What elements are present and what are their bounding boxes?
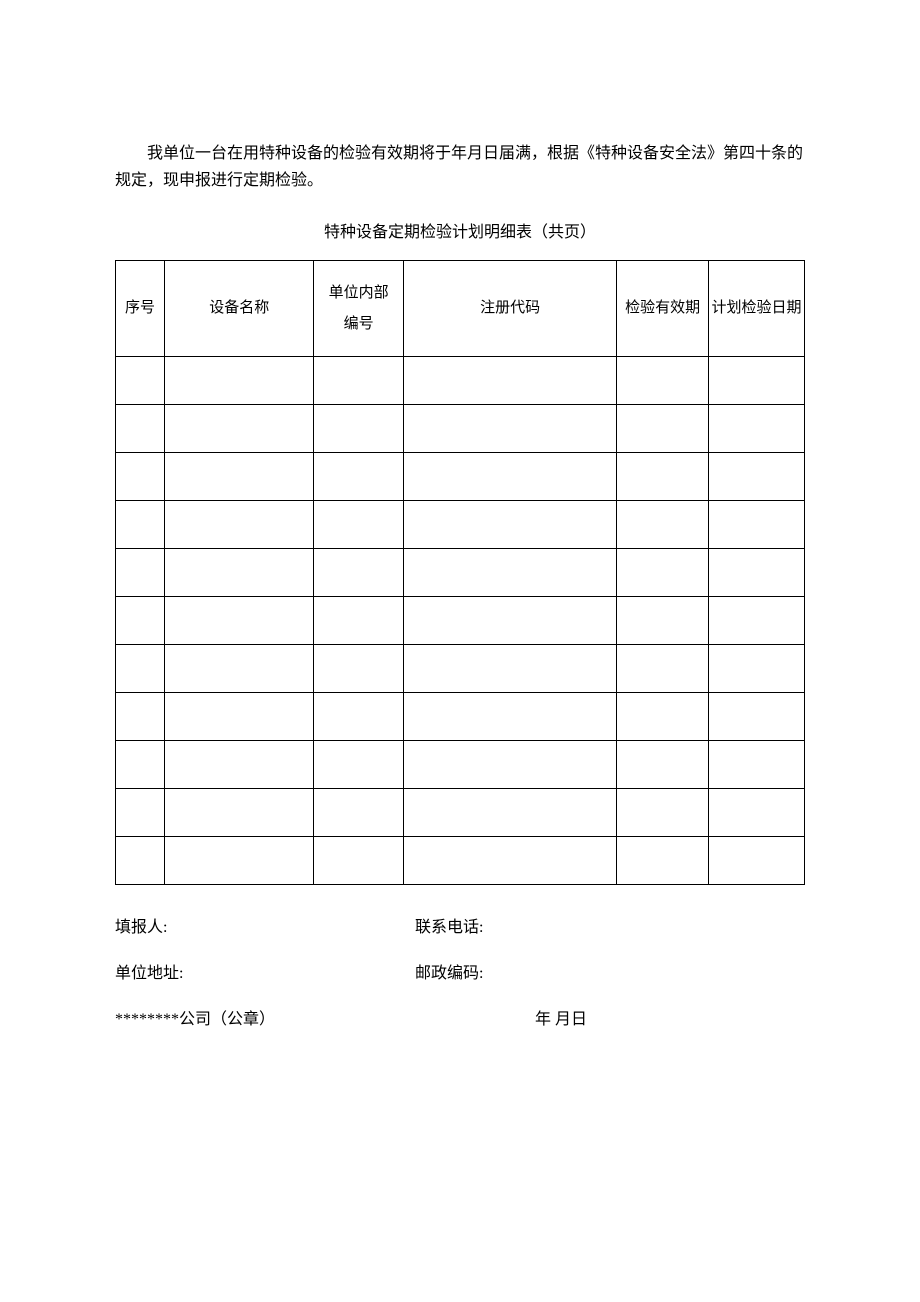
reporter-label: 填报人:: [115, 913, 415, 937]
postcode-label: 邮政编码:: [415, 959, 805, 983]
cell-plan: [708, 837, 804, 885]
cell-reg: [403, 789, 616, 837]
date-label: 年 月日: [515, 1005, 805, 1029]
col-header-unitno-line2: 编号: [316, 314, 401, 335]
cell-valid: [617, 645, 709, 693]
cell-name: [165, 357, 314, 405]
cell-unitno: [314, 501, 404, 549]
cell-unitno: [314, 789, 404, 837]
cell-plan: [708, 741, 804, 789]
cell-reg: [403, 837, 616, 885]
cell-valid: [617, 597, 709, 645]
table-row: [116, 693, 805, 741]
table-row: [116, 453, 805, 501]
cell-unitno: [314, 645, 404, 693]
footer-row-2: 单位地址: 邮政编码:: [115, 959, 805, 983]
cell-valid: [617, 837, 709, 885]
cell-unitno: [314, 357, 404, 405]
cell-plan: [708, 789, 804, 837]
cell-valid: [617, 357, 709, 405]
cell-valid: [617, 501, 709, 549]
cell-reg: [403, 357, 616, 405]
table-header-row: 序号 设备名称 单位内部 编号 注册代码 检验有效期 计划检验日期: [116, 261, 805, 357]
cell-reg: [403, 741, 616, 789]
cell-plan: [708, 693, 804, 741]
col-header-name: 设备名称: [165, 261, 314, 357]
col-header-seq: 序号: [116, 261, 165, 357]
table-row: [116, 837, 805, 885]
inspection-plan-table: 序号 设备名称 单位内部 编号 注册代码 检验有效期 计划检验日期: [115, 260, 805, 885]
table-row: [116, 357, 805, 405]
cell-unitno: [314, 549, 404, 597]
cell-plan: [708, 645, 804, 693]
cell-name: [165, 789, 314, 837]
company-stamp-label: ********公司（公章）: [115, 1005, 515, 1029]
table-row: [116, 405, 805, 453]
cell-seq: [116, 597, 165, 645]
cell-plan: [708, 501, 804, 549]
table-row: [116, 597, 805, 645]
cell-seq: [116, 645, 165, 693]
cell-seq: [116, 405, 165, 453]
cell-name: [165, 453, 314, 501]
cell-plan: [708, 549, 804, 597]
cell-seq: [116, 357, 165, 405]
cell-seq: [116, 549, 165, 597]
cell-name: [165, 405, 314, 453]
cell-reg: [403, 693, 616, 741]
cell-name: [165, 837, 314, 885]
cell-reg: [403, 453, 616, 501]
table-row: [116, 501, 805, 549]
table-row: [116, 549, 805, 597]
cell-plan: [708, 597, 804, 645]
cell-unitno: [314, 837, 404, 885]
address-label: 单位地址:: [115, 959, 415, 983]
cell-plan: [708, 453, 804, 501]
cell-reg: [403, 549, 616, 597]
cell-name: [165, 741, 314, 789]
cell-valid: [617, 789, 709, 837]
cell-reg: [403, 501, 616, 549]
table-row: [116, 789, 805, 837]
cell-seq: [116, 789, 165, 837]
cell-valid: [617, 741, 709, 789]
footer-row-1: 填报人: 联系电话:: [115, 913, 805, 937]
phone-label: 联系电话:: [415, 913, 805, 937]
col-header-unitno-line1: 单位内部: [316, 283, 401, 304]
cell-reg: [403, 597, 616, 645]
cell-seq: [116, 453, 165, 501]
cell-name: [165, 597, 314, 645]
table-row: [116, 741, 805, 789]
cell-reg: [403, 645, 616, 693]
cell-plan: [708, 357, 804, 405]
table-row: [116, 645, 805, 693]
cell-valid: [617, 549, 709, 597]
col-header-unitno: 单位内部 编号: [314, 261, 404, 357]
col-header-valid: 检验有效期: [617, 261, 709, 357]
cell-name: [165, 549, 314, 597]
cell-seq: [116, 693, 165, 741]
cell-valid: [617, 693, 709, 741]
cell-unitno: [314, 405, 404, 453]
cell-name: [165, 693, 314, 741]
col-header-reg: 注册代码: [403, 261, 616, 357]
cell-unitno: [314, 693, 404, 741]
cell-plan: [708, 405, 804, 453]
table-title: 特种设备定期检验计划明细表（共页）: [115, 218, 805, 242]
cell-valid: [617, 453, 709, 501]
cell-seq: [116, 741, 165, 789]
intro-paragraph: 我单位一台在用特种设备的检验有效期将于年月日届满，根据《特种设备安全法》第四十条…: [115, 140, 805, 194]
cell-reg: [403, 405, 616, 453]
cell-seq: [116, 501, 165, 549]
cell-seq: [116, 837, 165, 885]
cell-name: [165, 501, 314, 549]
cell-unitno: [314, 453, 404, 501]
cell-valid: [617, 405, 709, 453]
footer-row-3: ********公司（公章） 年 月日: [115, 1005, 805, 1029]
cell-unitno: [314, 597, 404, 645]
col-header-plan: 计划检验日期: [708, 261, 804, 357]
cell-unitno: [314, 741, 404, 789]
cell-name: [165, 645, 314, 693]
